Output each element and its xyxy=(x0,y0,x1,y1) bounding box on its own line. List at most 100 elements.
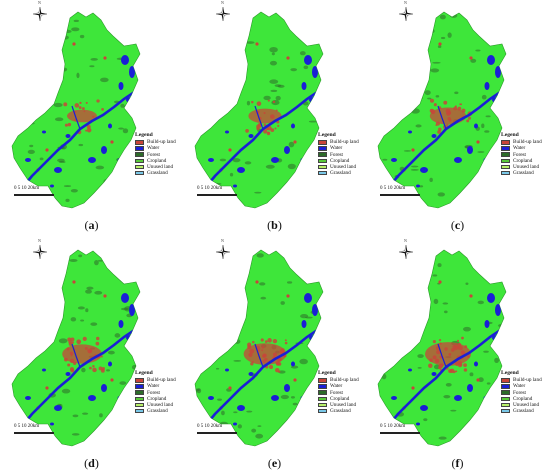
lake xyxy=(487,55,495,65)
forest-patch xyxy=(442,302,449,305)
urban-patch xyxy=(275,109,278,112)
north-arrow-icon xyxy=(398,244,414,260)
land-use-map xyxy=(194,244,324,447)
forest-patch xyxy=(195,80,202,85)
forest-patch xyxy=(444,310,448,314)
lake xyxy=(25,396,31,400)
urban-patch xyxy=(456,339,460,342)
lake xyxy=(408,368,412,372)
forest-patch xyxy=(437,45,442,49)
forest-patch xyxy=(218,53,227,57)
lake xyxy=(50,422,54,426)
forest-patch xyxy=(18,201,25,206)
forest-patch xyxy=(31,78,38,84)
urban-patch xyxy=(82,336,87,341)
forest-patch xyxy=(378,199,387,203)
forest-patch xyxy=(308,120,318,123)
panel-caption: (b) xyxy=(267,218,282,232)
forest-patch xyxy=(86,286,94,290)
forest-patch xyxy=(415,124,422,128)
forest-patch xyxy=(464,145,469,149)
settlement xyxy=(103,294,107,298)
urban-patch xyxy=(256,101,262,106)
legend-swatch xyxy=(318,152,327,157)
legend-title: Legend xyxy=(318,370,336,376)
forest-patch xyxy=(106,369,111,372)
forest-patch xyxy=(432,274,438,277)
forest-patch xyxy=(60,13,68,18)
legend-label: Water xyxy=(513,145,526,152)
lake xyxy=(301,82,307,90)
forest-patch xyxy=(475,49,481,52)
urban-patch xyxy=(86,127,92,133)
forest-patch xyxy=(196,353,203,359)
urban-patch xyxy=(457,106,462,111)
urban-patch xyxy=(270,128,275,133)
settlement xyxy=(255,280,259,284)
forest-patch xyxy=(205,198,213,202)
settlement xyxy=(110,140,114,144)
legend-title: Legend xyxy=(135,132,153,138)
lake xyxy=(304,293,312,303)
urban-patch xyxy=(438,339,442,342)
legend-label: Cropland xyxy=(147,395,167,402)
map-legend: Legend Build-up land Water Forest Cropland Un… xyxy=(318,132,359,176)
legend-swatch xyxy=(501,152,510,157)
forest-patch xyxy=(410,168,419,171)
forest-patch xyxy=(70,317,77,322)
urban-patch xyxy=(463,363,467,367)
lake xyxy=(474,123,478,129)
forest-patch xyxy=(465,282,469,286)
forest-patch xyxy=(270,89,278,93)
lake xyxy=(210,356,216,360)
urban-patch xyxy=(448,368,453,374)
forest-patch xyxy=(237,424,242,429)
forest-patch xyxy=(399,106,407,111)
lake xyxy=(301,320,307,328)
urban-patch xyxy=(85,101,88,104)
forest-patch xyxy=(122,128,129,134)
forest-patch xyxy=(463,326,471,332)
forest-patch xyxy=(94,259,99,266)
settlement xyxy=(72,280,76,284)
legend-item: Grassland xyxy=(318,170,359,176)
forest-patch xyxy=(478,442,485,445)
forest-patch xyxy=(76,72,80,79)
legend-label: Unused land xyxy=(147,163,174,170)
forest-patch xyxy=(271,100,280,106)
settlement xyxy=(286,294,290,298)
forest-patch xyxy=(382,256,391,261)
forest-patch xyxy=(70,189,78,193)
urban-patch xyxy=(73,361,77,366)
forest-patch xyxy=(440,36,446,40)
lake xyxy=(484,82,490,90)
lake xyxy=(42,130,46,134)
legend-swatch xyxy=(135,402,144,408)
legend-swatch xyxy=(318,158,327,164)
forest-patch xyxy=(300,313,309,319)
forest-patch xyxy=(303,15,309,20)
north-label: N xyxy=(404,238,407,243)
urban-patch xyxy=(468,116,472,120)
forest-patch xyxy=(195,344,202,349)
urban-patch xyxy=(437,130,441,134)
forest-patch xyxy=(113,176,118,181)
forest-patch xyxy=(60,35,69,40)
forest-patch xyxy=(207,284,212,288)
lake xyxy=(129,304,135,316)
lake xyxy=(495,304,501,316)
urban-patch xyxy=(270,114,275,119)
forest-patch xyxy=(305,432,310,435)
urban-patch xyxy=(438,127,442,131)
lake xyxy=(88,395,96,401)
forest-patch xyxy=(256,253,264,258)
north-label: N xyxy=(404,0,407,5)
forest-patch xyxy=(288,141,295,148)
settlement xyxy=(438,280,442,284)
legend-title: Legend xyxy=(501,132,519,138)
legend-item: Cropland xyxy=(318,158,359,164)
forest-patch xyxy=(120,307,129,311)
urban-patch xyxy=(261,349,264,352)
forest-patch xyxy=(195,38,203,43)
urban-patch xyxy=(95,341,100,346)
